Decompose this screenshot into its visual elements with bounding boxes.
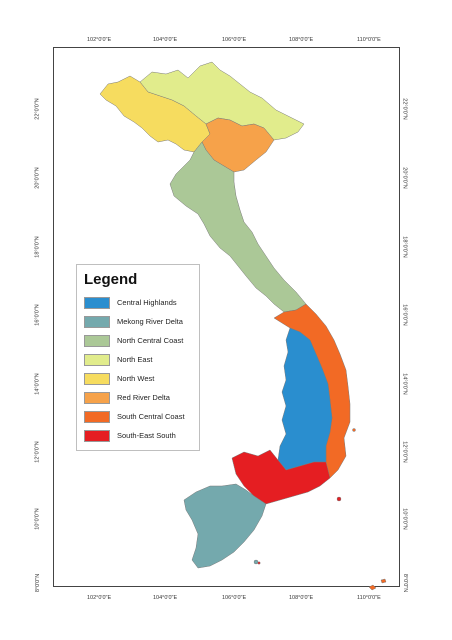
- island-mekong: [253, 559, 259, 565]
- legend-swatch: [84, 411, 110, 423]
- legend-label: Red River Delta: [117, 393, 170, 402]
- island-spratly-group: [368, 584, 377, 591]
- legend-title: Legend: [84, 271, 138, 288]
- legend-swatch: [84, 335, 110, 347]
- legend-swatch: [84, 297, 110, 309]
- legend-label: North East: [117, 355, 153, 364]
- bottom-tick-102e: 102°0'0"E: [87, 595, 112, 601]
- island-south-east-south: [336, 496, 342, 502]
- bottom-tick-110e: 110°0'0"E: [357, 595, 381, 601]
- region-mekong-river-delta: [183, 483, 267, 569]
- legend-label: Mekong River Delta: [117, 317, 183, 326]
- top-tick-108e: 108°0'0"E: [289, 37, 314, 43]
- legend-swatch: [84, 316, 110, 328]
- top-tick-104e: 104°0'0"E: [153, 37, 178, 43]
- legend: Legend Central Highlands Mekong River De…: [76, 264, 200, 451]
- legend-swatch: [84, 373, 110, 385]
- bottom-tick-104e: 104°0'0"E: [153, 595, 178, 601]
- top-tick-110e: 110°0'0"E: [357, 37, 381, 43]
- legend-label: North West: [117, 374, 155, 383]
- top-tick-106e: 106°0'0"E: [222, 37, 247, 43]
- top-tick-102e: 102°0'0"E: [87, 37, 112, 43]
- legend-swatch: [84, 430, 110, 442]
- legend-label: South-East South: [117, 431, 176, 440]
- legend-swatch: [84, 354, 110, 366]
- bottom-tick-108e: 108°0'0"E: [289, 595, 314, 601]
- legend-label: South Central Coast: [117, 412, 185, 421]
- island-south-central-coast: [352, 428, 356, 432]
- bottom-tick-106e: 106°0'0"E: [222, 595, 247, 601]
- legend-swatch: [84, 392, 110, 404]
- island-spratly-group-2: [380, 578, 387, 584]
- island-con-dao: [257, 561, 261, 565]
- legend-label: North Central Coast: [117, 336, 184, 345]
- legend-label: Central Highlands: [117, 298, 177, 307]
